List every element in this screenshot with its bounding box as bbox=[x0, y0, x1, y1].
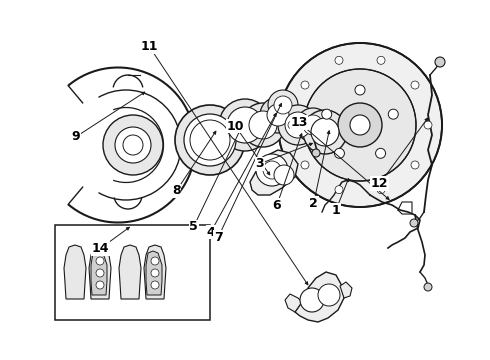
Polygon shape bbox=[295, 272, 344, 322]
Text: 4: 4 bbox=[206, 226, 215, 239]
Text: 9: 9 bbox=[72, 130, 80, 143]
Polygon shape bbox=[144, 245, 166, 299]
Circle shape bbox=[249, 111, 277, 139]
Circle shape bbox=[335, 56, 343, 64]
Circle shape bbox=[435, 57, 445, 67]
Circle shape bbox=[151, 257, 159, 265]
Circle shape bbox=[260, 97, 296, 133]
Circle shape bbox=[227, 107, 263, 143]
Circle shape bbox=[151, 269, 159, 277]
Circle shape bbox=[267, 104, 289, 126]
Circle shape bbox=[304, 69, 416, 181]
Circle shape bbox=[410, 219, 418, 227]
Circle shape bbox=[335, 186, 343, 194]
Circle shape bbox=[288, 121, 296, 129]
Polygon shape bbox=[91, 251, 107, 295]
Circle shape bbox=[184, 114, 236, 166]
Circle shape bbox=[296, 108, 330, 142]
Circle shape bbox=[411, 161, 419, 169]
Circle shape bbox=[278, 43, 442, 207]
Circle shape bbox=[103, 115, 163, 175]
Circle shape bbox=[115, 127, 151, 163]
Circle shape bbox=[388, 109, 398, 119]
Circle shape bbox=[355, 85, 365, 95]
Circle shape bbox=[411, 81, 419, 89]
Polygon shape bbox=[119, 245, 141, 299]
Circle shape bbox=[311, 118, 339, 146]
Circle shape bbox=[96, 269, 104, 277]
Circle shape bbox=[303, 110, 347, 154]
Circle shape bbox=[96, 257, 104, 265]
Circle shape bbox=[377, 186, 385, 194]
Text: 8: 8 bbox=[172, 184, 181, 197]
Circle shape bbox=[335, 148, 344, 158]
Text: 10: 10 bbox=[226, 120, 244, 132]
Circle shape bbox=[151, 281, 159, 289]
Circle shape bbox=[375, 148, 386, 158]
Circle shape bbox=[303, 115, 323, 135]
Circle shape bbox=[424, 283, 432, 291]
Text: 14: 14 bbox=[92, 242, 109, 255]
Bar bbox=[55, 225, 210, 320]
Circle shape bbox=[322, 109, 332, 119]
Polygon shape bbox=[89, 245, 111, 299]
Circle shape bbox=[318, 284, 340, 306]
Circle shape bbox=[268, 90, 298, 120]
Circle shape bbox=[350, 115, 370, 135]
Circle shape bbox=[285, 112, 311, 138]
Circle shape bbox=[301, 81, 309, 89]
Circle shape bbox=[219, 99, 271, 151]
Circle shape bbox=[312, 149, 320, 157]
Polygon shape bbox=[340, 282, 352, 298]
Text: 6: 6 bbox=[272, 199, 281, 212]
Circle shape bbox=[96, 281, 104, 289]
Text: 3: 3 bbox=[255, 157, 264, 170]
Polygon shape bbox=[250, 150, 298, 195]
Circle shape bbox=[338, 103, 382, 147]
Polygon shape bbox=[64, 245, 86, 299]
Text: 7: 7 bbox=[214, 231, 222, 244]
Circle shape bbox=[274, 96, 292, 114]
Circle shape bbox=[300, 288, 324, 312]
Text: 2: 2 bbox=[309, 197, 318, 210]
Circle shape bbox=[175, 105, 245, 175]
Text: 12: 12 bbox=[371, 177, 389, 190]
Circle shape bbox=[424, 121, 432, 129]
Polygon shape bbox=[146, 251, 162, 295]
Circle shape bbox=[301, 161, 309, 169]
Circle shape bbox=[241, 103, 285, 147]
Circle shape bbox=[274, 165, 294, 185]
Circle shape bbox=[377, 56, 385, 64]
Polygon shape bbox=[285, 294, 302, 312]
Text: 11: 11 bbox=[141, 40, 158, 53]
Circle shape bbox=[278, 105, 318, 145]
Circle shape bbox=[256, 154, 288, 186]
Text: 1: 1 bbox=[331, 204, 340, 217]
Text: 13: 13 bbox=[290, 116, 308, 129]
Text: 5: 5 bbox=[189, 220, 198, 233]
